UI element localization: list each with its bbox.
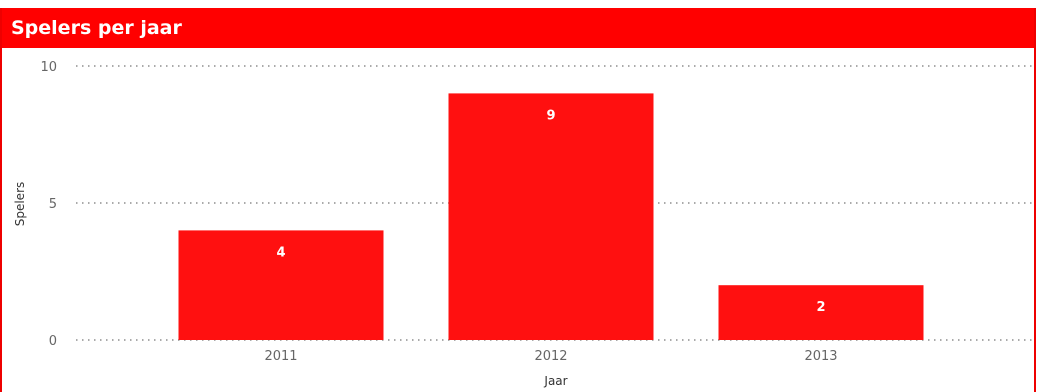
x-tick-label: 2011 <box>264 349 297 364</box>
x-tick-label: 2012 <box>534 349 567 364</box>
data-labels: 4 9 2 <box>276 108 825 315</box>
bars <box>178 93 924 341</box>
y-tick-labels: 0 5 10 <box>40 60 57 349</box>
bar <box>448 93 654 341</box>
bar <box>178 230 384 340</box>
y-tick-label: 0 <box>49 334 57 349</box>
chart-title: Spelers per jaar <box>11 17 182 39</box>
bar <box>718 285 924 340</box>
y-tick-label: 10 <box>40 60 57 75</box>
data-label: 9 <box>546 108 555 123</box>
x-tick-labels: 2011 2012 2013 <box>264 349 837 364</box>
x-axis-title: Jaar <box>543 374 567 388</box>
data-label: 2 <box>816 300 825 315</box>
x-tick-label: 2013 <box>804 349 837 364</box>
y-tick-label: 5 <box>49 197 57 212</box>
data-label: 4 <box>276 245 285 260</box>
y-axis-title: Spelers <box>13 182 27 227</box>
chart-title-bar: Spelers per jaar <box>2 8 1034 48</box>
